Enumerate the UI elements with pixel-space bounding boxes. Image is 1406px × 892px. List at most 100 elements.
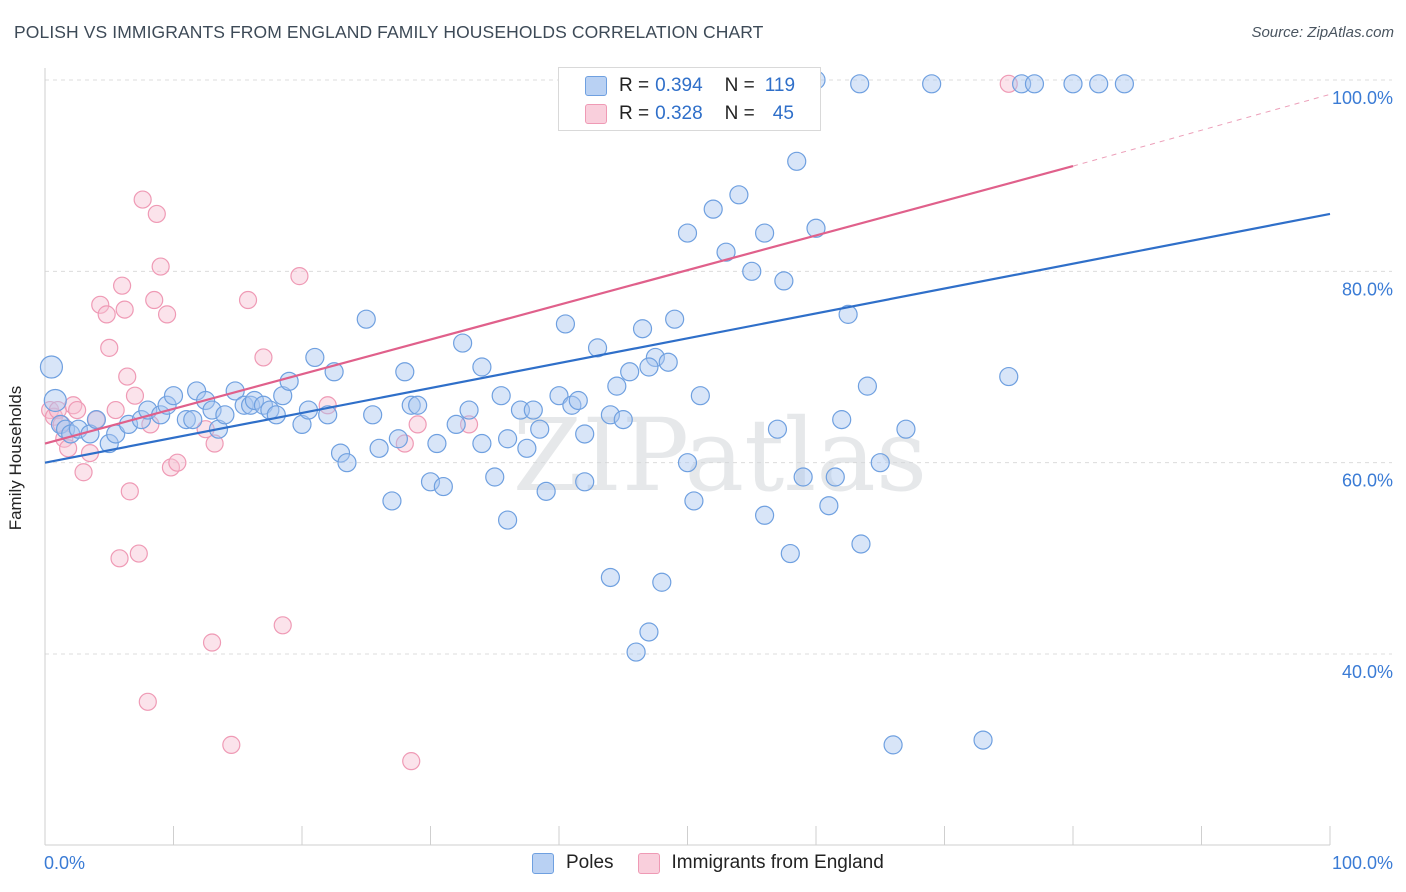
poles-point [665,309,685,329]
legend-item-england: Immigrants from England [637,852,884,874]
england-point [254,348,273,367]
legend-row-england: R = 0.328 N = 45 [585,101,794,127]
poles-point [536,481,556,501]
england-point [273,616,292,635]
poles-point [787,151,807,171]
poles-point [43,388,67,413]
poles-point [517,438,537,458]
england-point [112,276,132,295]
tick-labels: 40.0% 60.0% 80.0% 100.0% 0.0% 100.0% [44,88,1393,873]
england-point [147,204,166,224]
england-point [138,692,157,711]
england-trend-extension [1072,93,1331,167]
poles-point [555,314,576,334]
england-point [202,633,222,652]
poles-point [485,467,505,487]
poles-point [870,453,890,473]
england-point [290,267,309,286]
gridlines [45,79,1392,655]
poles-point [620,362,640,382]
poles-point [658,352,678,372]
r-value: 0.328 [655,103,703,124]
poles-point [999,366,1019,387]
poles-point [472,433,492,454]
poles-point [491,386,511,406]
poles-point [742,261,762,281]
england-point [125,386,145,405]
r-label: R = [619,75,650,96]
poles-point [613,410,633,430]
poles-point [498,429,518,449]
poles-point [1114,74,1135,94]
poles-point [838,304,858,324]
poles-point [793,467,813,487]
poles-swatch [585,76,607,96]
poles-point [86,410,107,430]
poles-point [163,386,184,406]
y-tick-label: 80.0% [1342,279,1393,299]
poles-point [851,534,871,554]
trend-lines [44,93,1331,464]
y-tick-label: 60.0% [1342,471,1393,491]
poles-point [575,472,595,492]
chart-title: POLISH VS IMMIGRANTS FROM ENGLAND FAMILY… [14,22,764,42]
poles-point [1063,74,1083,94]
poles-point [401,395,421,415]
legend-label: Immigrants from England [671,852,884,873]
england-point [115,300,134,319]
chart-source: Source: ZipAtlas.com [1251,24,1394,41]
poles-point [716,242,736,262]
poles-point [819,496,839,516]
poles-point [754,505,775,525]
poles-point [677,453,698,473]
poles-point [99,433,119,454]
england-point [151,257,170,276]
poles-point [356,309,376,329]
poles-point [420,472,441,492]
poles-point [427,433,447,454]
poles-point [587,338,608,358]
poles-point [607,376,627,396]
england-swatch [637,852,660,874]
poles-point [318,405,338,425]
england-point [59,439,78,458]
poles-point [183,410,203,430]
england-point [118,367,137,386]
poles-point [780,543,800,564]
england-swatch [585,104,607,124]
england-point [168,453,187,472]
y-tick-label: 100.0% [1332,88,1393,108]
n-value: 45 [772,103,794,124]
poles-point [774,271,794,291]
poles-point [388,429,408,449]
poles-point [330,443,351,463]
england-point [238,290,258,310]
poles-point [729,185,749,205]
poles-point [523,400,543,420]
poles-point [408,395,428,415]
poles-point [806,218,826,238]
england-point [106,400,125,420]
poles-point [472,357,492,377]
england-trend-line [44,165,1074,445]
poles-point [754,223,775,243]
poles-point [244,390,265,411]
poles-point [292,414,312,434]
england-point [120,482,139,501]
poles-point [395,362,415,382]
poles-point [273,386,293,406]
england-point [110,549,129,568]
r-label: R = [619,103,650,124]
poles-point [568,390,588,411]
poles-point [202,400,222,420]
poles-point [1089,74,1109,94]
poles-point [703,199,723,219]
england-point [222,735,241,754]
poles-point [639,357,659,377]
poles-point [446,414,466,434]
poles-point [234,395,254,415]
england-point [100,338,119,357]
poles-point [382,491,402,511]
poles-point [459,400,479,420]
